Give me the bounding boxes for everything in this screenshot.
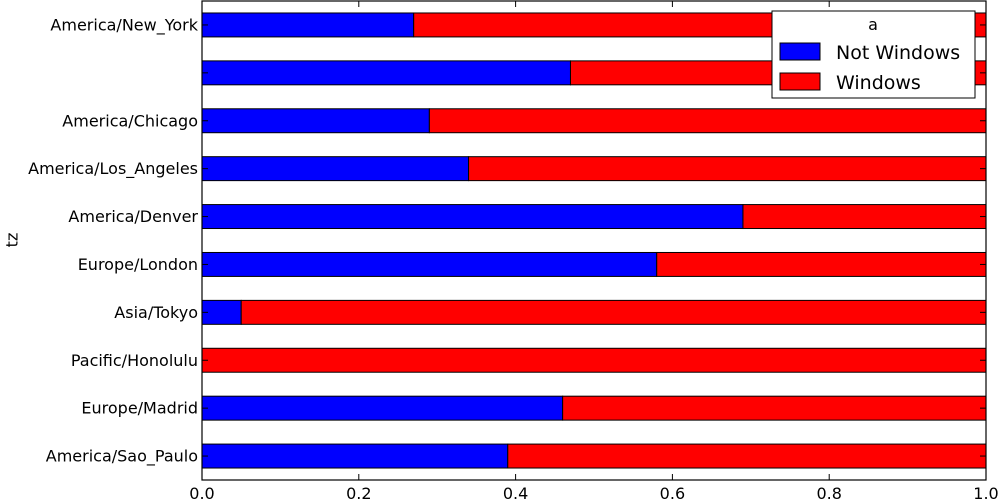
bar-not-windows — [201, 108, 430, 134]
y-tick-label: America/New_York — [50, 15, 198, 35]
y-tick-label: America/Sao_Paulo — [46, 447, 198, 467]
legend-title: a — [868, 15, 878, 34]
bar-windows — [428, 108, 987, 134]
legend-swatch-not-windows — [779, 42, 821, 61]
bar-not-windows — [201, 395, 564, 421]
legend-swatch-windows — [779, 72, 821, 91]
x-tick-label: 0.8 — [816, 484, 841, 503]
bar-not-windows — [201, 12, 415, 38]
y-tick-label: America/Denver — [68, 207, 198, 226]
bar-not-windows — [201, 204, 744, 230]
y-tick-label: Asia/Tokyo — [114, 303, 198, 322]
x-ticks: 0.0 0.2 0.4 0.6 0.8 1.0 — [189, 1, 999, 503]
x-tick-label: 0.2 — [346, 484, 371, 503]
bar-not-windows — [201, 156, 470, 182]
x-tick-label: 1.0 — [973, 484, 998, 503]
legend-label-not-windows: Not Windows — [836, 42, 960, 64]
bar-windows — [656, 251, 987, 277]
bar-windows — [468, 156, 987, 182]
bar-windows — [507, 443, 987, 469]
y-tick-label: America/Los_Angeles — [28, 159, 198, 179]
bar-windows — [562, 395, 987, 421]
x-tick-label: 0.0 — [189, 484, 214, 503]
bar-not-windows — [201, 251, 658, 277]
y-axis-label: tz — [3, 233, 22, 248]
y-tick-label: Europe/Madrid — [81, 399, 198, 418]
y-tick-labels: America/New_York America/Chicago America/L… — [28, 15, 986, 467]
plot-frame — [201, 0, 987, 481]
y-tick-label: America/Chicago — [62, 111, 198, 130]
bar-not-windows — [201, 443, 509, 469]
x-tick-label: 0.6 — [660, 484, 685, 503]
bar-windows — [201, 347, 987, 373]
y-tick-label: Pacific/Honolulu — [71, 351, 198, 370]
y-tick-label: Europe/London — [78, 255, 198, 274]
bars-layer — [201, 12, 987, 469]
bar-windows — [742, 204, 987, 230]
legend: a Not Windows Windows — [771, 10, 976, 99]
bar-windows — [240, 299, 987, 325]
x-tick-label: 0.4 — [503, 484, 528, 503]
legend-label-windows: Windows — [836, 72, 921, 94]
bar-not-windows — [201, 60, 571, 86]
